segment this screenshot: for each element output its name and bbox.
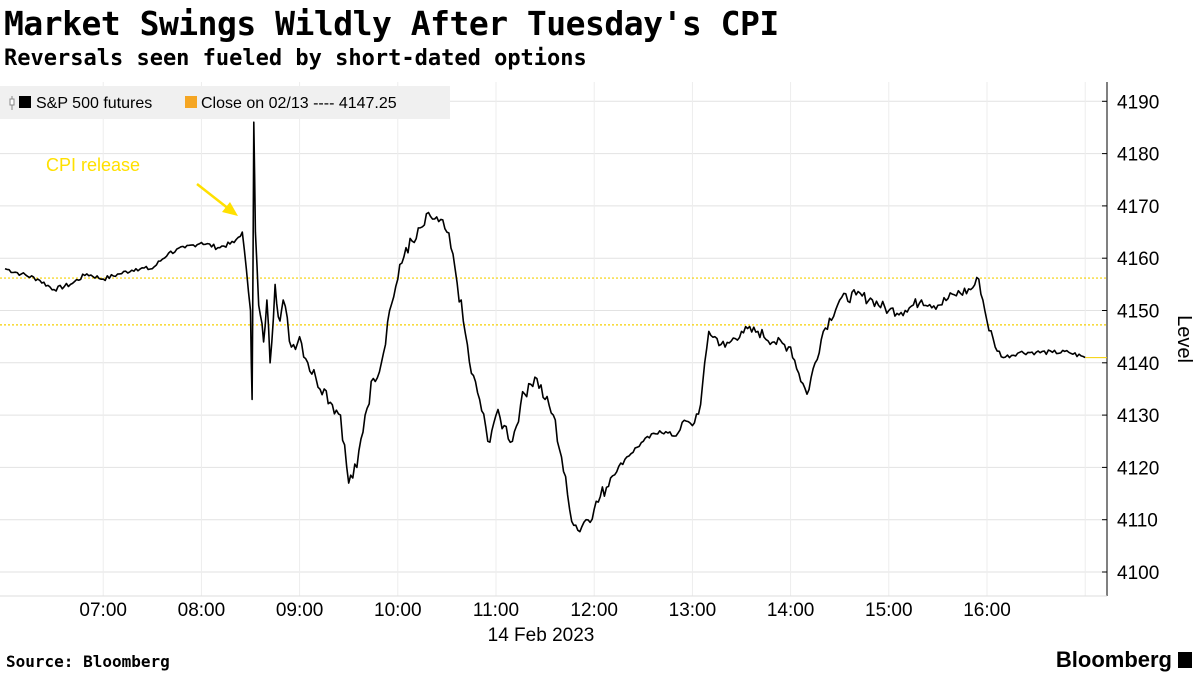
brand-logo: Bloomberg (1056, 647, 1192, 673)
y-tick-label: 4190 (1117, 92, 1159, 113)
y-tick-label: 4180 (1117, 145, 1159, 166)
series-line-sp500-futures (4, 121, 1086, 533)
terminal-mark-icon (1178, 652, 1192, 668)
y-tick-label: 4110 (1117, 511, 1158, 532)
legend-label-futures: S&P 500 futures (36, 95, 152, 112)
x-tick-label: 12:00 (570, 600, 618, 621)
y-tick-label: 4150 (1117, 302, 1159, 323)
x-axis-title: 14 Feb 2023 (488, 625, 595, 646)
y-axis-title: Level (1173, 315, 1195, 363)
x-tick-label: 08:00 (178, 600, 226, 621)
x-tick-label: 07:00 (79, 600, 127, 621)
legend-swatch-futures (19, 96, 31, 108)
y-tick-label: 4170 (1117, 197, 1159, 218)
y-tick-label: 4120 (1117, 458, 1159, 479)
y-tick-label: 4100 (1117, 563, 1159, 584)
legend-box (0, 86, 450, 119)
x-tick-label: 10:00 (374, 600, 422, 621)
legend-label-close: Close on 02/13 ---- 4147.25 (201, 95, 397, 112)
source-note: Source: Bloomberg (6, 652, 170, 671)
x-tick-label: 16:00 (963, 600, 1011, 621)
y-tick-label: 4160 (1117, 249, 1159, 270)
x-tick-label: 15:00 (865, 600, 913, 621)
chart-title: Market Swings Wildly After Tuesday's CPI (4, 4, 779, 43)
legend-candle-icon (9, 96, 15, 110)
y-tick-label: 4140 (1117, 354, 1159, 375)
x-tick-label: 09:00 (276, 600, 324, 621)
annotation-arrow-icon (196, 183, 238, 216)
brand-name: Bloomberg (1055, 647, 1172, 672)
x-tick-label: 14:00 (767, 600, 815, 621)
x-tick-label: 13:00 (669, 600, 717, 621)
annotation-cpi-release: CPI release (46, 155, 140, 175)
legend-swatch-close (185, 96, 197, 108)
chart-subtitle: Reversals seen fueled by short-dated opt… (4, 46, 587, 71)
x-tick-label: 11:00 (473, 600, 519, 621)
y-tick-label: 4130 (1117, 406, 1159, 427)
